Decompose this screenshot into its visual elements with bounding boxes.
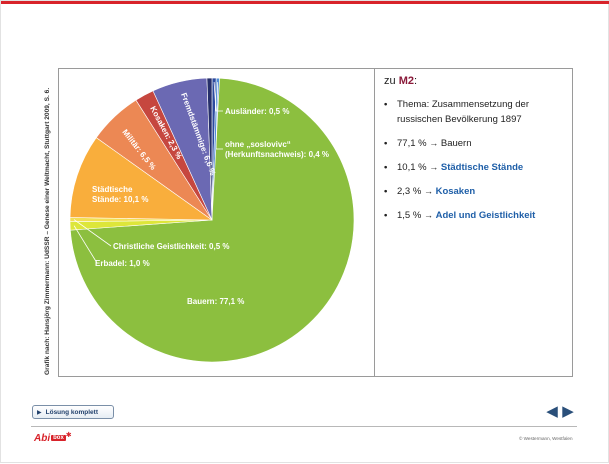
heading-colon: :	[413, 75, 418, 87]
heading-intro: zu	[384, 75, 396, 87]
top-accent-line	[1, 1, 609, 4]
leader-line	[73, 219, 112, 247]
leader-line	[215, 82, 223, 150]
item-lead: 10,1 %	[397, 162, 427, 173]
panel-divider	[374, 68, 375, 377]
arrow-icon: →	[429, 162, 439, 172]
heading-ref: M2	[398, 75, 414, 87]
prev-arrow-icon[interactable]: ◀	[546, 403, 558, 420]
label-auslaender: Ausländer: 0,5 %	[225, 107, 289, 116]
text-panel: zu M2: • Thema: Zusammensetzung der russ…	[384, 75, 570, 232]
list-item: • 10,1 % → Städtische Stände	[384, 160, 570, 175]
leader-line	[213, 81, 223, 112]
arrow-icon: →	[423, 210, 433, 220]
leader-line	[73, 225, 98, 264]
play-icon: ▶	[37, 409, 42, 416]
item-highlight: Städtische Stände	[440, 162, 524, 173]
label-geistlichkeit: Christliche Geistlichkeit: 0,5 %	[113, 242, 229, 251]
logo-text: Abi	[34, 433, 51, 444]
solution-button[interactable]: ▶ Lösung komplett	[32, 405, 114, 419]
label-ohne-2: (Herkunftsnachweis): 0,4 %	[225, 150, 329, 159]
label-ohne-1: ohne „soslovivc“	[225, 140, 291, 149]
label-staedtische-1: Städtische	[92, 185, 133, 194]
pie-slice-gap	[206, 77, 213, 221]
pie-leader-lines	[73, 81, 223, 264]
star-icon: ✱	[65, 432, 72, 439]
item-lead: 2,3 %	[397, 186, 422, 197]
footer-divider	[31, 426, 577, 427]
item-tail: Bauern	[440, 138, 472, 149]
list-item: • 2,3 % → Kosaken	[384, 184, 570, 199]
pie-slices	[69, 77, 355, 363]
publisher-logo: Abi box ✱	[34, 431, 72, 444]
label-bauern: Bauern: 77,1 %	[187, 297, 244, 306]
slide-navigation: ◀ ▶	[545, 404, 575, 420]
summary-list: • Thema: Zusammensetzung der russischen …	[384, 97, 570, 223]
pie-slice-städtische-stände	[69, 137, 213, 221]
label-staedtische-2: Stände: 10,1 %	[92, 195, 148, 204]
label-erbadel: Erbadel: 1,0 %	[95, 259, 150, 268]
item-lead: 1,5 %	[397, 210, 422, 221]
bullet: •	[384, 162, 388, 173]
solution-button-label: Lösung komplett	[45, 408, 98, 416]
logo-box: box	[51, 435, 66, 441]
item-highlight: Adel und Geistlichkeit	[435, 210, 536, 221]
bullet: •	[384, 138, 388, 149]
list-item: • Thema: Zusammensetzung der russischen …	[384, 97, 570, 127]
item-lead: 77,1 %	[397, 138, 427, 149]
bullet: •	[384, 186, 388, 197]
text-panel-heading: zu M2:	[384, 75, 570, 87]
arrow-icon: →	[423, 186, 433, 196]
copyright: © Westermann, Westfalen	[519, 436, 573, 441]
bullet: •	[384, 210, 388, 221]
next-arrow-icon[interactable]: ▶	[562, 403, 574, 420]
arrow-icon: →	[429, 138, 439, 148]
bullet: •	[384, 99, 388, 110]
list-item: • 1,5 % → Adel und Geistlichkeit	[384, 208, 570, 223]
item-highlight: Kosaken	[435, 186, 476, 197]
item-lead: Thema: Zusammensetzung der russischen Be…	[397, 99, 530, 125]
list-item: • 77,1 % → Bauern	[384, 136, 570, 151]
